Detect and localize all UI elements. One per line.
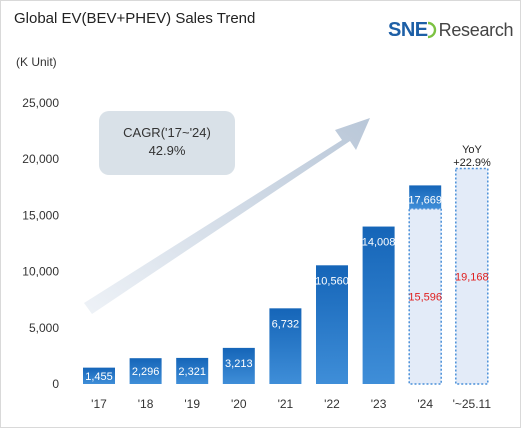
x-tick-label: '17 — [91, 397, 107, 411]
x-tick-label: '19 — [184, 397, 200, 411]
cagr-label: CAGR('17~'24) — [123, 125, 211, 140]
yoy-label: YoY — [462, 144, 482, 156]
yoy-value: +22.9% — [453, 157, 491, 169]
bar-partial-segment — [408, 207, 442, 385]
y-tick-label: 15,000 — [22, 208, 59, 222]
cagr-value: 42.9% — [149, 143, 186, 158]
x-axis: '17 '18 '19 '20 '21 '22 '23 '24 '~25.11 — [91, 397, 491, 411]
bar-partial-value-label: 15,596 — [408, 291, 442, 303]
bar — [222, 347, 255, 384]
bar-value-label: 2,321 — [178, 366, 206, 378]
y-tick-label: 5,000 — [29, 321, 59, 335]
bar — [83, 367, 115, 384]
x-tick-label: '21 — [278, 397, 294, 411]
logo-sne-text: SNE — [388, 18, 428, 41]
logo-ring-icon — [427, 21, 436, 39]
bar-value-label: 6,732 — [272, 318, 300, 330]
bar — [176, 357, 209, 384]
sne-research-logo: SNE Research — [388, 18, 514, 42]
cagr-box — [99, 111, 235, 175]
bar-value-label: 14,008 — [362, 237, 396, 249]
unit-label: (K Unit) — [16, 55, 57, 69]
bar-value-label: 2,296 — [132, 366, 160, 378]
logo-research-text: Research — [438, 19, 514, 40]
y-tick-label: 20,000 — [22, 152, 59, 166]
x-tick-label: '18 — [138, 397, 154, 411]
bar-value-label: 3,213 — [225, 358, 253, 370]
bar — [362, 226, 395, 384]
chart-title: Global EV(BEV+PHEV) Sales Trend — [14, 10, 256, 27]
x-tick-label: '~25.11 — [453, 397, 492, 411]
bar — [455, 167, 489, 385]
x-tick-label: '24 — [417, 397, 433, 411]
bar-value-label: 1,455 — [85, 371, 113, 383]
growth-arrow — [84, 118, 370, 314]
x-tick-label: '22 — [324, 397, 340, 411]
y-tick-label: 25,000 — [22, 96, 59, 110]
x-tick-label: '20 — [231, 397, 247, 411]
x-tick-label: '23 — [371, 397, 387, 411]
bar-value-label: 19,168 — [455, 271, 489, 283]
y-axis: 0 5,000 10,000 15,000 20,000 25,000 — [22, 96, 59, 391]
y-tick-label: 10,000 — [22, 265, 59, 279]
bar-value-label: 17,669 — [408, 194, 442, 206]
y-tick-label: 0 — [52, 377, 59, 391]
bar — [409, 185, 442, 209]
bar — [316, 265, 348, 384]
bar — [269, 308, 302, 384]
bars-group: 1,455 2,296 2,321 3,213 6,732 10,560 14,008 17,… — [83, 167, 489, 385]
bar — [129, 358, 162, 384]
bar-value-label: 10,560 — [315, 275, 349, 287]
